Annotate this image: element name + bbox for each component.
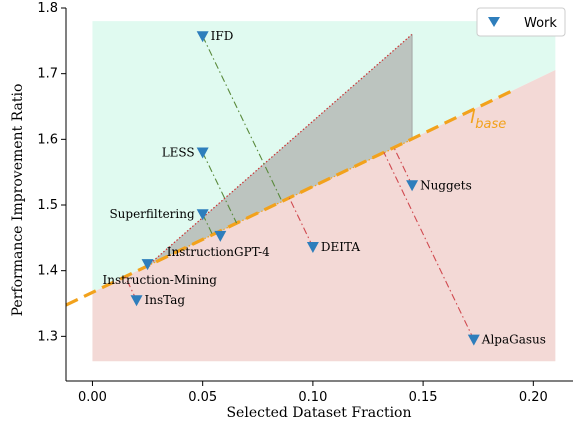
y-tick-label: 1.3 — [37, 329, 58, 344]
y-tick-label: 1.8 — [37, 1, 58, 16]
y-tick-label: 1.5 — [37, 198, 58, 213]
data-points — [130, 31, 480, 346]
legend-marker-icon — [488, 17, 500, 27]
y-tick-label: 1.6 — [37, 132, 58, 147]
point-less — [196, 147, 209, 159]
point-nuggets — [406, 180, 419, 192]
point-instruction-mining — [141, 259, 154, 271]
x-tick-label: 0.15 — [409, 390, 438, 405]
point-instructiongpt-4 — [214, 230, 227, 242]
drop-line-nuggets — [393, 147, 413, 186]
point-deita — [306, 242, 319, 254]
point-label-nuggets: Nuggets — [420, 178, 472, 192]
point-instag — [130, 295, 143, 307]
point-labels: IFD LESS Superfiltering InstructionGPT-4 Ins… — [103, 29, 546, 346]
axes: 0.00 0.05 0.10 0.15 0.20 1.3 1.4 1.5 1.6 1.7 1.8 — [37, 1, 573, 405]
drop-line-ifd — [202, 35, 283, 202]
point-label-less: LESS — [162, 145, 195, 159]
base-line-layer — [65, 89, 512, 307]
drop-line-alpagasus — [383, 152, 475, 340]
drop-line-deita — [288, 197, 314, 248]
drop-line-less — [202, 152, 238, 224]
lower-region — [92, 70, 556, 362]
point-alpagasus — [467, 334, 480, 346]
efficiency-triangle — [147, 33, 413, 267]
point-label-instag: InsTag — [145, 293, 186, 307]
y-axis-title: Performance Improvement Ratio — [10, 84, 26, 317]
point-label-ifd: IFD — [211, 29, 234, 43]
chart-regions — [92, 21, 556, 362]
x-tick-label: 0.20 — [519, 390, 548, 405]
base-line — [65, 89, 512, 307]
legend-box — [476, 7, 566, 37]
point-label-superfiltering: Superfiltering — [109, 207, 195, 221]
x-tick-label: 0.10 — [298, 390, 327, 405]
y-tick-label: 1.7 — [37, 67, 58, 82]
point-label-instruction-mining: Instruction-Mining — [103, 273, 218, 287]
legend: Work — [476, 7, 566, 37]
legend-entry: Work — [524, 16, 557, 31]
base-line-label: lbase — [470, 106, 506, 132]
x-tick-label: 0.05 — [188, 390, 217, 405]
point-superfiltering — [196, 209, 209, 221]
point-label-instructiongpt-4: InstructionGPT-4 — [167, 245, 270, 259]
point-label-alpagasus: AlpaGasus — [481, 333, 546, 347]
upper-ratio-line — [147, 33, 413, 267]
x-tick-label: 0.00 — [78, 390, 107, 405]
point-label-deita: DEITA — [321, 240, 360, 254]
drop-line-superfiltering — [202, 213, 214, 235]
y-tick-label: 1.4 — [37, 264, 58, 279]
point-ifd — [196, 31, 209, 43]
x-axis-title: Selected Dataset Fraction — [226, 405, 411, 421]
